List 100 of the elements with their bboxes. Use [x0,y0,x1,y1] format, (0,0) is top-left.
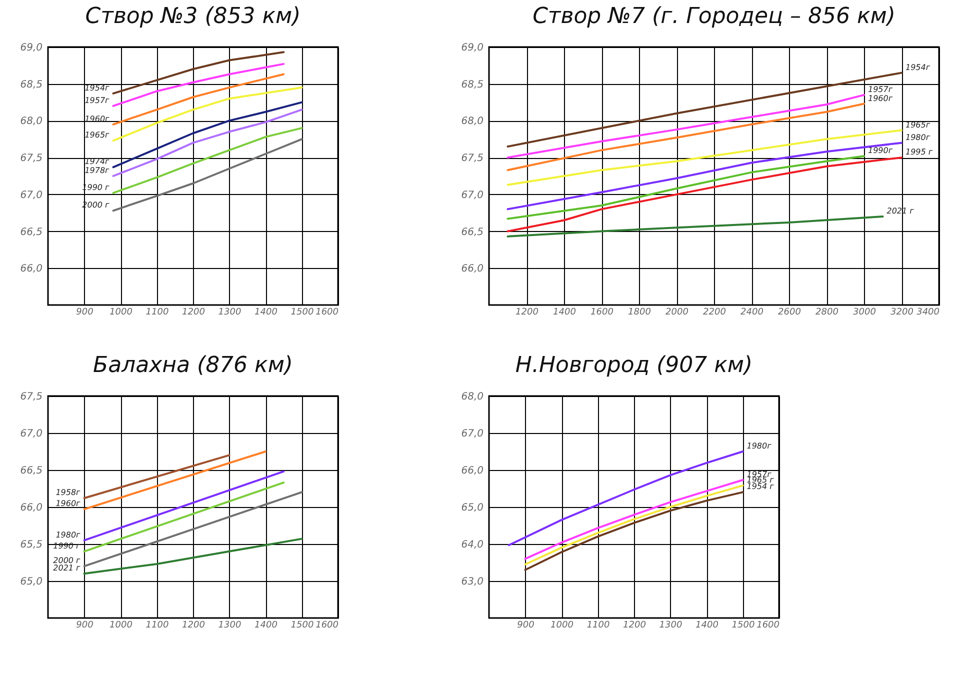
series-label: 1995 г [906,148,934,157]
line-series [506,102,865,172]
chart-title: Н.Новгород (907 км) [515,353,753,378]
x-tick-label: 1100 [146,620,169,630]
y-tick-label: 66,5 [20,466,42,476]
x-tick-label: 1600 [316,308,339,318]
y-tick-label: 63,0 [461,576,484,588]
y-tick-label: 67,5 [20,153,42,164]
y-tick-label: 64,0 [461,540,484,550]
y-tick-label: 68,5 [20,79,42,90]
line-series [506,94,865,159]
y-tick-label: 68,0 [461,392,484,402]
series-label: 1958г [56,488,82,498]
x-tick-label: 1600 [316,620,339,630]
x-tick-label: 900 [76,308,94,318]
x-tick-label: 1300 [659,620,682,630]
y-tick-label: 66,0 [20,264,42,275]
x-tick-label: 1400 [696,620,719,630]
y-tick-label: 69,0 [20,42,42,54]
x-tick-label: 2000 [666,308,689,318]
x-tick-label: 2400 [740,308,764,318]
x-tick-label: 3400 [916,308,940,318]
x-tick-label: 1300 [218,308,242,318]
x-tick-label: 900 [76,620,94,630]
series-label: 1974г [84,157,110,166]
x-tick-label: 3000 [853,308,876,318]
series-label: 1954 г [746,482,775,492]
line-series [112,86,303,142]
series-label: 1980г [906,132,931,142]
x-tick-label: 1500 [290,620,314,630]
x-tick-label: 1600 [756,620,780,630]
x-tick-label: 1000 [550,620,574,630]
series-label: 1957г [868,84,894,94]
y-tick-label: 68,0 [461,116,484,128]
x-tick-label: 1200 [182,620,206,630]
series-label: 1965г [84,130,110,140]
x-tick-label: 1600 [590,308,614,318]
x-tick-label: 1200 [623,620,646,630]
line-series [112,101,303,168]
line-series [506,216,884,238]
line-series [112,108,303,177]
line-series [112,62,285,107]
x-tick-label: 1100 [586,620,610,630]
line-series [112,73,285,126]
line-series [112,51,285,94]
y-tick-label: 67,5 [20,392,42,402]
x-tick-label: 2800 [816,308,839,318]
y-tick-label: 67,5 [461,153,484,164]
series-label: 1960г [56,499,82,508]
x-tick-label: 1200 [182,308,206,318]
x-tick-label: 1100 [146,308,169,318]
x-tick-label: 1400 [254,308,278,318]
y-tick-label: 65,0 [20,576,42,588]
y-tick-label: 67,0 [20,428,42,440]
y-tick-label: 68,0 [20,116,42,128]
y-tick-label: 66,5 [461,226,484,238]
series-label: 1960г [868,94,894,103]
x-tick-label: 1400 [254,620,278,630]
y-tick-label: 66,0 [461,466,484,476]
x-tick-label: 1000 [110,620,133,630]
x-tick-label: 1300 [218,620,242,630]
x-tick-label: 1500 [732,620,755,630]
x-tick-label: 1000 [110,308,133,318]
x-tick-label: 2200 [703,308,726,318]
y-tick-label: 67,0 [461,190,484,201]
series-label: 1980г [56,530,82,540]
x-tick-label: 1400 [553,308,576,318]
line-series [112,138,303,212]
x-tick-label: 1500 [290,308,314,318]
y-tick-label: 69,0 [461,42,484,54]
series-label: 1980г [746,442,772,450]
chart-title: Балахна (876 км) [92,353,294,378]
y-tick-label: 67,0 [461,428,484,440]
y-tick-label: 66,0 [20,502,42,514]
y-tick-label: 66,0 [461,264,484,275]
series-label: 1957г [84,96,110,105]
series-label: 1965г [906,120,931,130]
series-label: 1978г [84,166,110,175]
chart-title: Створ №3 (853 км) [85,4,301,29]
y-tick-label: 68,5 [461,79,484,90]
x-tick-label: 1200 [516,308,539,318]
line-series [508,450,744,546]
series-label: 1954г [906,62,931,72]
y-tick-label: 66,5 [20,226,42,238]
y-tick-label: 65,0 [461,502,484,514]
line-series [83,538,303,575]
series-label: 1954г [84,83,110,92]
x-tick-label: 3200 [890,308,914,318]
series-label: 2000 г [53,556,82,566]
series-label: 2021 г [53,564,82,573]
line-series [112,127,303,194]
line-series [506,155,865,220]
x-tick-label: 1800 [628,308,652,318]
x-tick-label: 900 [517,620,535,630]
line-series [506,129,902,186]
y-tick-label: 65,5 [20,540,42,550]
y-tick-label: 67,0 [20,190,42,201]
series-label: 1957г [746,470,772,479]
chart-title: Створ №7 (г. Городец – 856 км) [532,4,896,29]
x-tick-label: 2600 [778,308,802,318]
